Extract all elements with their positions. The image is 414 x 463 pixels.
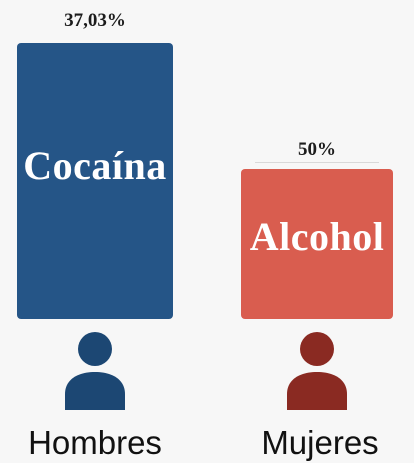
value-underline-mujeres [255, 162, 379, 163]
value-label-mujeres: 50% [298, 139, 336, 160]
bar-label-mujeres: Alcohol [249, 214, 385, 259]
bar-label-hombres: Cocaína [23, 143, 167, 188]
category-label-hombres: Hombres [28, 424, 162, 461]
person-icon [287, 332, 347, 410]
value-label-hombres: 37,03% [64, 10, 126, 31]
bar-mujeres: Alcohol [241, 169, 393, 319]
category-label-mujeres: Mujeres [261, 424, 379, 461]
bar-hombres: Cocaína [17, 43, 173, 319]
person-icon [65, 332, 125, 410]
